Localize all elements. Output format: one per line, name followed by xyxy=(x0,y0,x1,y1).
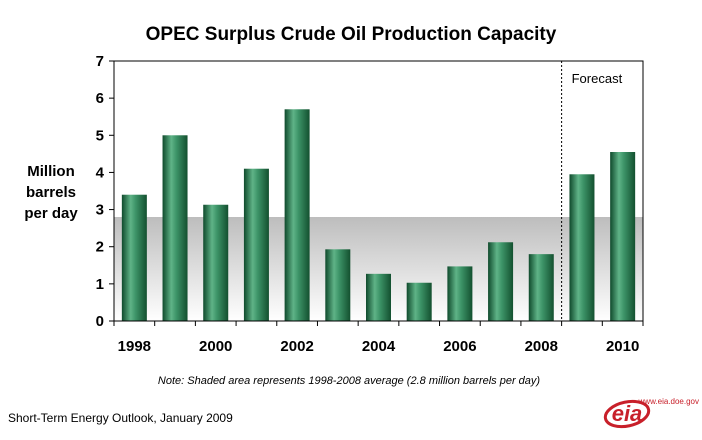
y-tick-label-1: 1 xyxy=(96,276,104,293)
x-tick-label-2006: 2006 xyxy=(443,338,476,355)
eia-logo-swoosh xyxy=(603,399,651,429)
bar-2000 xyxy=(203,204,229,321)
y-axis-label-line-1: Million xyxy=(27,163,75,180)
y-axis-label-line-3: per day xyxy=(24,205,78,222)
bar-series xyxy=(121,109,636,322)
plot-frame xyxy=(113,60,644,322)
x-tick-label-2000: 2000 xyxy=(199,338,232,355)
x-tick-label-2008: 2008 xyxy=(525,338,558,355)
bar-2001 xyxy=(243,168,269,321)
y-axis-label-line-2: barrels xyxy=(26,184,76,201)
bar-2002 xyxy=(284,109,310,322)
bar-2005 xyxy=(406,282,432,321)
bar-2006 xyxy=(447,266,473,321)
bar-2004 xyxy=(366,273,391,321)
bar-2009 xyxy=(569,174,595,321)
chart-title: OPEC Surplus Crude Oil Production Capaci… xyxy=(146,24,557,45)
y-tick-label-4: 4 xyxy=(96,164,105,181)
bar-2010 xyxy=(610,152,636,321)
y-tick-label-5: 5 xyxy=(96,127,104,144)
x-tick-label-2004: 2004 xyxy=(362,338,396,355)
y-tick-label-6: 6 xyxy=(96,90,104,107)
x-tick-label-2002: 2002 xyxy=(280,338,313,355)
eia-logo: www.eia.doe.gov eia xyxy=(603,397,699,429)
bar-2008 xyxy=(528,254,554,321)
footnote: Note: Shaded area represents 1998-2008 a… xyxy=(158,375,541,387)
eia-logo-text: eia xyxy=(612,401,643,426)
y-tick-label-3: 3 xyxy=(96,202,104,219)
y-tick-label-2: 2 xyxy=(96,239,104,256)
y-axis: 0 1 2 3 4 5 6 7 xyxy=(96,53,114,330)
x-tick-label-1998: 1998 xyxy=(118,338,151,355)
y-tick-label-0: 0 xyxy=(96,313,104,330)
bar-2007 xyxy=(488,242,514,321)
bar-2003 xyxy=(325,249,351,321)
bar-1998 xyxy=(121,194,147,321)
x-tick-label-2010: 2010 xyxy=(606,338,639,355)
forecast-label: Forecast xyxy=(572,71,623,86)
bar-1999 xyxy=(162,135,188,321)
source-credit: Short-Term Energy Outlook, January 2009 xyxy=(8,411,233,425)
eia-url: www.eia.doe.gov xyxy=(638,397,699,406)
y-tick-label-7: 7 xyxy=(96,53,104,70)
x-axis: 1998 2000 2002 2004 2006 2008 2010 xyxy=(113,321,644,355)
y-axis-label: Million barrels per day xyxy=(24,163,78,222)
